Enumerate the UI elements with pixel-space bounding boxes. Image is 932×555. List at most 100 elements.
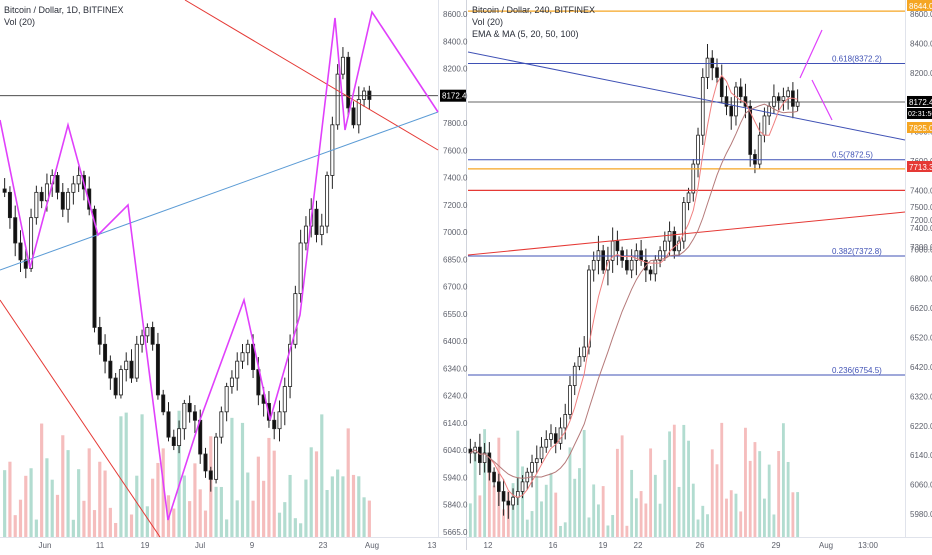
candle xyxy=(572,365,577,386)
y-tick-label: 5980.0 xyxy=(910,510,932,519)
fib-level-label: 0.618(8372.2) xyxy=(832,55,882,64)
volume-bar xyxy=(66,450,70,537)
fib-level-label: 0.236(6754.5) xyxy=(832,366,882,375)
volume-bar xyxy=(193,463,197,537)
volume-bar xyxy=(8,461,12,537)
volume-bar xyxy=(473,447,477,537)
candle xyxy=(568,385,572,415)
candle xyxy=(530,462,534,473)
y-tick-label: 6060.0 xyxy=(910,481,932,490)
candle xyxy=(629,259,634,271)
candle xyxy=(219,411,224,438)
volume-bar xyxy=(55,494,60,537)
candle xyxy=(672,231,677,252)
ma-line xyxy=(470,103,798,479)
y-tick-label: 8200.0 xyxy=(443,65,468,74)
volume-bar xyxy=(682,424,686,537)
candle xyxy=(539,446,544,460)
candle xyxy=(767,105,771,117)
y-tick-label: 7000.0 xyxy=(910,245,932,254)
candle xyxy=(776,96,781,101)
candle xyxy=(691,163,696,194)
candle xyxy=(591,259,596,271)
candle xyxy=(34,191,39,219)
y-tick-label: 6340.0 xyxy=(443,364,468,373)
volume-bar xyxy=(320,414,324,537)
fib-level-label: 0.382(7372.8) xyxy=(832,247,882,256)
right-indicator-label: EMA & MA (5, 20, 50, 100) xyxy=(472,29,579,39)
volume-bar xyxy=(639,491,643,537)
y-tick-label: 6550.0 xyxy=(443,310,468,319)
candle xyxy=(7,191,12,219)
candle xyxy=(549,433,553,440)
right-chart[interactable]: 0.618(8372.2) 0.5(7872.5) 0.382(7372.8) 0.2… xyxy=(467,0,932,550)
level-tag-text: 7825.0 xyxy=(909,124,932,133)
candle xyxy=(108,360,113,379)
candle xyxy=(166,411,171,438)
volume-bar xyxy=(188,501,192,537)
candle xyxy=(795,101,800,107)
y-tick-label: 5940.0 xyxy=(443,473,468,482)
volume-bar xyxy=(277,512,282,537)
y-tick-label: 6800.0 xyxy=(910,275,932,284)
level-tag-text: 7400.0 xyxy=(910,224,932,233)
volume-bar xyxy=(468,503,472,537)
candle xyxy=(76,175,81,185)
volume-bar xyxy=(135,475,139,537)
volume-bar xyxy=(677,486,681,537)
y-tick-label: 8400.0 xyxy=(910,39,932,48)
y-tick-label: 7200.0 xyxy=(443,201,468,210)
candle xyxy=(303,225,308,244)
candle xyxy=(587,269,591,348)
y-tick-label: 6700.0 xyxy=(443,283,468,292)
level-tag-text: 7713.3 xyxy=(909,163,932,172)
volume-bar xyxy=(267,437,271,537)
candle xyxy=(71,183,76,193)
candle xyxy=(724,96,729,107)
descending-trendline xyxy=(0,299,161,538)
candle xyxy=(478,446,482,463)
y-tick-label: 6140.0 xyxy=(443,419,468,428)
volume-bar xyxy=(663,459,667,537)
volume-bar xyxy=(478,495,482,537)
candle xyxy=(762,115,767,136)
candle xyxy=(2,188,7,193)
candle xyxy=(534,458,539,463)
volume-bar xyxy=(77,469,81,537)
candle xyxy=(615,240,620,252)
y-tick-label: 6850.0 xyxy=(443,255,468,264)
candle xyxy=(677,240,681,252)
volume-bar xyxy=(50,479,54,537)
candle xyxy=(145,327,150,337)
volume-bar xyxy=(668,431,671,537)
price-tag-box xyxy=(907,95,932,107)
level-tag-text: 7500.0 xyxy=(910,203,932,212)
candle xyxy=(356,99,361,126)
volume-bar xyxy=(140,414,144,537)
volume-bar xyxy=(203,510,208,537)
volume-bar xyxy=(739,511,743,537)
x-tick-label: 23 xyxy=(319,541,328,550)
left-chart[interactable]: 8600.08400.08200.08000.07800.07600.07400… xyxy=(0,0,468,550)
volume-bar xyxy=(272,450,276,537)
x-tick-label: Aug xyxy=(365,541,379,550)
volume-bar xyxy=(563,522,567,537)
volume-bar xyxy=(634,498,638,537)
y-tick-label: 8200.0 xyxy=(910,69,932,78)
candle xyxy=(44,183,49,202)
volume-bar xyxy=(559,525,562,537)
volume-bar xyxy=(483,429,487,537)
volume-bar xyxy=(777,451,781,537)
candle xyxy=(203,453,208,472)
candle xyxy=(66,191,71,210)
y-tick-label: 6420.0 xyxy=(910,363,932,372)
volume-bar xyxy=(129,514,134,537)
candle xyxy=(118,369,123,396)
volume-bar xyxy=(620,435,624,537)
y-tick-label: 6320.0 xyxy=(910,392,932,401)
volume-bar xyxy=(87,448,91,537)
left-panel-bg xyxy=(0,0,468,550)
volume-bar xyxy=(653,474,657,537)
volume-bar xyxy=(151,478,155,537)
